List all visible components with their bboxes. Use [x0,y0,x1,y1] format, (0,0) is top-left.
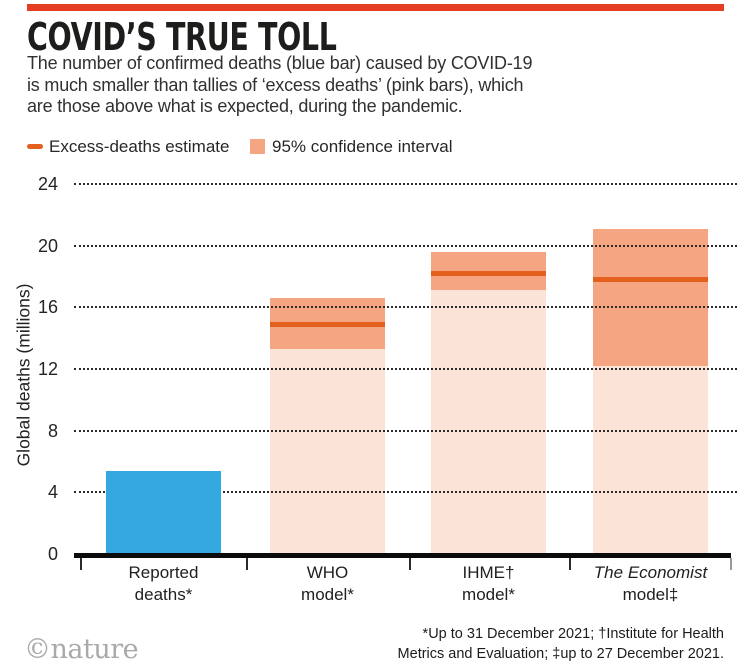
gridline-24 [74,183,737,185]
y-tick-label-8: 8 [47,420,58,441]
chart-subtitle: The number of confirmed deaths (blue bar… [27,53,532,118]
y-tick-label-4: 4 [47,482,58,503]
y-tick-label-24: 24 [37,174,58,194]
y-tick-label-12: 12 [37,359,58,379]
y-tick-label-20: 20 [37,235,58,256]
footnote-line-2: Metrics and Evaluation; ‡up to 27 Decemb… [397,645,724,662]
y-tick-label-0: 0 [47,544,58,564]
category-label-line-2: model* [462,585,515,604]
excess-bar-body [431,251,546,554]
page-title: COVID’S TRUE TOLL [27,15,337,59]
subtitle-line-3: are those above what is expected, during… [27,96,463,116]
gridline-16 [74,306,737,309]
category-label-line-1: IHME† [462,563,515,582]
category-label-line-1: Reported [128,563,199,582]
y-tick-label-16: 16 [37,297,58,318]
x-axis-tick [409,558,411,570]
subtitle-line-1: The number of confirmed deaths (blue bar… [27,53,533,73]
x-axis-baseline [74,553,731,558]
category-label-line-1: WHO [306,563,349,582]
footnote-line-1: *Up to 31 December 2021; †Institute for … [422,626,724,642]
excess-deaths-estimate-line [431,270,546,276]
category-label-line-2: model‡ [622,585,679,604]
gridline-12 [74,368,737,370]
subtitle-line-2: is much smaller than tallies of ‘excess … [27,74,524,95]
legend-confidence-interval-swatch [250,139,265,154]
legend-estimate-label: Excess-deaths estimate [49,137,230,156]
category-label-line-1: The Economist [593,563,708,582]
reported-deaths-bar [106,470,221,554]
x-axis-tick [569,558,571,570]
excess-deaths-estimate-line [270,321,385,327]
x-axis-tick [80,558,82,570]
excess-deaths-estimate-line [593,277,708,283]
category-label-line-2: deaths* [134,585,193,604]
gridline-20 [74,244,737,247]
legend-estimate-line-swatch [27,144,43,149]
footnote: *Up to 31 December 2021; †Institute for … [398,625,724,664]
gridline-8 [74,429,737,432]
confidence-interval-band [593,228,708,366]
nature-logo: ©nature [24,634,139,665]
x-axis-tick [730,558,732,570]
category-label-line-2: model* [301,585,354,604]
x-axis-tick [246,558,248,570]
brand-top-rule [27,4,724,11]
gridline-4 [74,491,737,494]
legend-confidence-interval-label: 95% confidence interval [272,137,453,156]
